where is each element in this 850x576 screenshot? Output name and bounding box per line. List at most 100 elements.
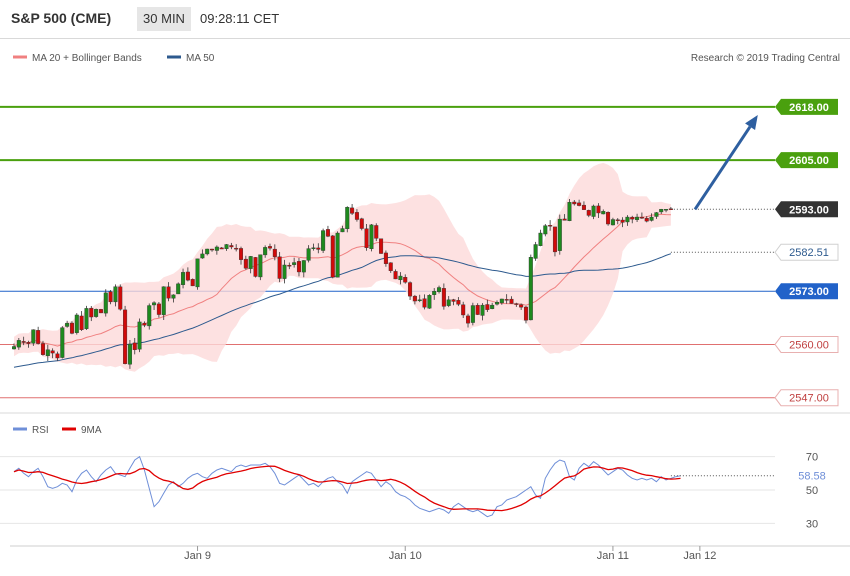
candle — [432, 288, 437, 300]
candle — [374, 223, 379, 242]
candle-body — [639, 216, 644, 219]
candle — [234, 244, 239, 252]
candle — [422, 294, 427, 310]
candle — [330, 234, 335, 279]
rsi-tick-label-0: 70 — [806, 452, 818, 464]
candle-body — [359, 218, 364, 229]
candle — [152, 301, 157, 311]
candle — [557, 214, 562, 255]
candle — [26, 340, 31, 348]
candle — [364, 223, 369, 251]
candle — [65, 320, 70, 328]
candle — [509, 296, 514, 304]
candle — [354, 209, 359, 222]
candle-body — [606, 212, 611, 225]
candle-body — [504, 299, 509, 301]
candle — [519, 303, 524, 310]
candle — [239, 246, 244, 265]
target-arrow-shaft — [693, 125, 752, 211]
candle — [412, 294, 417, 305]
candle-body — [292, 262, 297, 265]
candle-body — [147, 305, 152, 327]
candle — [379, 238, 384, 254]
candle — [142, 321, 147, 328]
candle-body — [668, 208, 673, 210]
bollinger-band-area — [14, 162, 671, 372]
price-tag-label-2: 2593.00 — [789, 204, 829, 216]
candle-body — [364, 228, 369, 248]
candle-body — [456, 300, 461, 305]
candle-body — [65, 322, 70, 327]
candle-body — [142, 322, 147, 326]
candle-body — [581, 204, 586, 210]
rsi-tick-label-1: 50 — [806, 485, 818, 497]
candle-body — [591, 205, 596, 217]
price-tag-label-1: 2605.00 — [789, 155, 829, 167]
candle — [200, 249, 205, 259]
candle — [403, 274, 408, 284]
candle — [98, 308, 103, 314]
candle — [40, 340, 45, 356]
rsi-panel: RSI 9MA 70 50 30 58.58 — [0, 425, 838, 530]
candle-body — [74, 314, 79, 333]
candle — [74, 313, 79, 335]
candle — [335, 231, 340, 278]
candle — [69, 321, 74, 335]
candle-body — [316, 247, 321, 250]
candle-body — [113, 286, 118, 303]
candle — [664, 209, 669, 213]
candle — [340, 225, 345, 233]
candle — [316, 243, 321, 254]
candle-body — [577, 202, 582, 206]
candle-body — [350, 207, 355, 214]
candle-body — [548, 225, 553, 227]
candle-body — [79, 315, 84, 330]
candle-body — [374, 225, 379, 239]
candle — [398, 272, 403, 285]
candle — [113, 284, 118, 307]
candle — [562, 214, 567, 221]
candle-body — [277, 256, 282, 279]
level-lines — [0, 105, 775, 399]
candle-body — [94, 309, 99, 317]
price-tag-2 — [775, 201, 838, 218]
candle-body — [562, 218, 567, 221]
x-tick-label-2: Jan 11 — [597, 550, 629, 562]
candle — [205, 248, 210, 256]
candle — [45, 344, 50, 361]
price-tag-1 — [775, 152, 838, 169]
candle — [287, 262, 292, 270]
candle-body — [514, 303, 519, 305]
candle — [470, 302, 475, 326]
candle — [325, 225, 330, 238]
candle-body — [664, 209, 669, 211]
candle — [296, 257, 301, 277]
rsi-legend-label: RSI — [32, 425, 49, 436]
rsi-ma-legend-label: 9MA — [81, 425, 102, 436]
candle-body — [485, 304, 490, 310]
candle-body — [383, 252, 388, 264]
candle — [123, 305, 128, 365]
target-arrow — [693, 115, 758, 211]
candle-body — [601, 211, 606, 215]
candle — [282, 259, 287, 284]
candle — [591, 204, 596, 220]
instrument-title: S&P 500 (CME) — [11, 10, 112, 26]
candle-body — [495, 302, 500, 305]
candle — [523, 305, 528, 324]
candle-body — [185, 271, 190, 281]
candle — [577, 199, 582, 207]
candle-body — [475, 305, 480, 315]
candle-body — [69, 322, 74, 334]
candle — [31, 329, 36, 346]
candle — [659, 208, 664, 215]
candle-body — [388, 262, 393, 271]
candle — [108, 289, 113, 305]
candle-body — [610, 219, 615, 226]
price-tag-label-6: 2547.00 — [789, 393, 829, 405]
timeframe-button[interactable]: 30 MIN — [137, 7, 191, 31]
clock-readout: 09:28:11 CET — [200, 11, 280, 26]
candle — [475, 303, 480, 316]
price-tag-4 — [775, 283, 838, 300]
